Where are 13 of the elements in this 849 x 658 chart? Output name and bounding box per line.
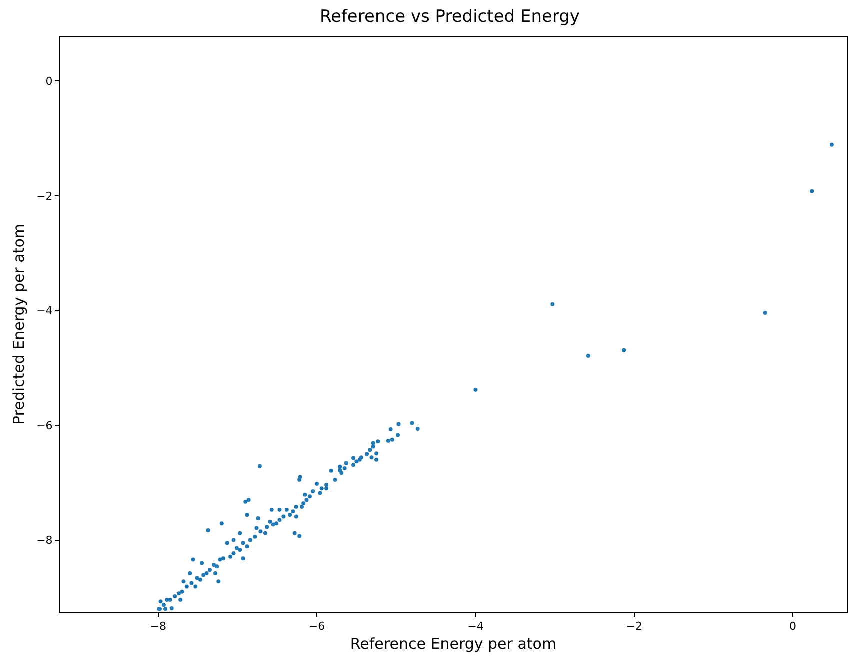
y-tick-label: −8 <box>36 534 53 548</box>
x-axis-title: Reference Energy per atom <box>350 635 557 654</box>
x-tick-label: 0 <box>790 620 797 634</box>
y-tick-label: −2 <box>36 190 53 203</box>
chart-title: Reference vs Predicted Energy <box>320 6 580 27</box>
x-tick-label: −6 <box>308 620 326 634</box>
y-axis-title: Predicted Energy per atom <box>10 224 28 426</box>
x-tick-label: −8 <box>150 620 166 634</box>
y-tick-label: −6 <box>36 419 53 432</box>
y-tick-label: 0 <box>46 75 53 88</box>
y-tick-label: −4 <box>36 304 53 318</box>
x-tick-label: −4 <box>468 620 484 634</box>
x-tick-label: −2 <box>626 620 642 634</box>
